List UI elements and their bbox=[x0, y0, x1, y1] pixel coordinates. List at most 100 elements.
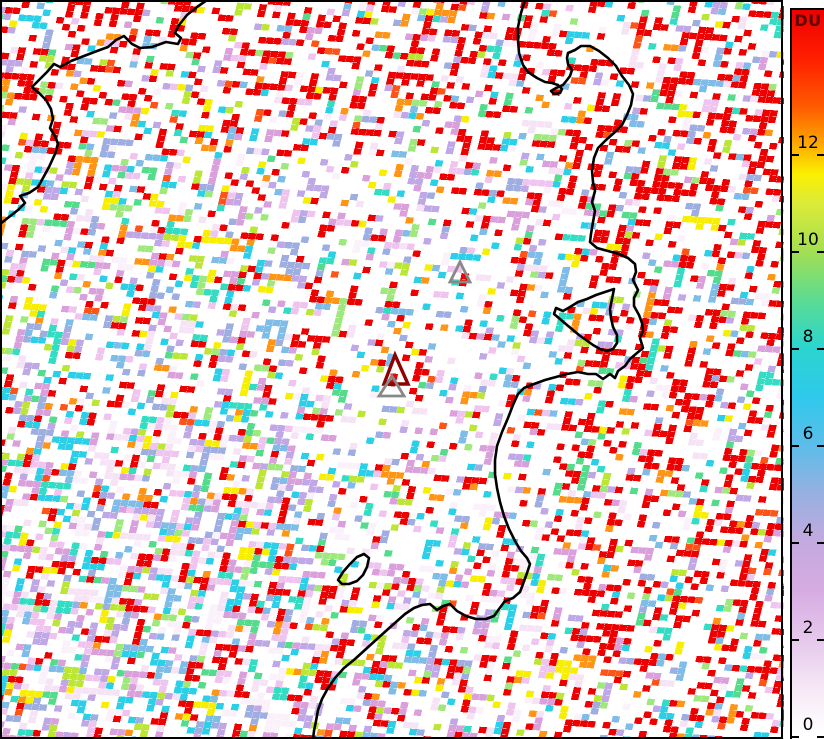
data-pixel bbox=[449, 69, 459, 76]
data-pixel bbox=[759, 24, 769, 31]
data-pixel bbox=[313, 184, 323, 192]
data-pixel bbox=[245, 429, 254, 437]
data-pixel bbox=[13, 558, 23, 565]
data-pixel bbox=[472, 37, 482, 45]
data-pixel bbox=[753, 358, 763, 365]
data-pixel bbox=[598, 26, 607, 34]
data-pixel bbox=[726, 500, 735, 508]
data-pixel bbox=[674, 90, 684, 98]
data-pixel bbox=[469, 608, 479, 615]
data-pixel bbox=[413, 368, 423, 376]
data-pixel bbox=[630, 81, 640, 88]
data-pixel bbox=[334, 658, 343, 665]
data-pixel bbox=[449, 101, 458, 109]
data-pixel bbox=[56, 259, 66, 267]
data-pixel bbox=[214, 643, 224, 651]
data-pixel bbox=[1, 636, 11, 643]
data-pixel bbox=[720, 677, 730, 684]
data-pixel bbox=[769, 667, 778, 675]
data-pixel bbox=[66, 469, 75, 477]
data-pixel bbox=[60, 213, 70, 221]
data-pixel bbox=[664, 286, 673, 294]
data-pixel bbox=[144, 153, 154, 161]
data-pixel bbox=[696, 124, 706, 132]
data-pixel bbox=[665, 712, 675, 720]
data-pixel bbox=[493, 170, 503, 178]
data-pixel bbox=[52, 121, 62, 129]
data-pixel bbox=[274, 621, 283, 629]
data-pixel bbox=[125, 355, 134, 363]
data-pixel bbox=[314, 86, 324, 94]
data-pixel bbox=[595, 255, 604, 263]
data-pixel bbox=[621, 644, 631, 652]
data-pixel bbox=[280, 71, 289, 78]
data-pixel bbox=[383, 490, 392, 498]
data-pixel bbox=[753, 82, 762, 90]
data-pixel bbox=[641, 160, 651, 168]
data-pixel bbox=[299, 85, 309, 93]
data-pixel bbox=[110, 13, 119, 21]
data-pixel bbox=[671, 595, 681, 603]
data-pixel bbox=[449, 377, 459, 385]
data-pixel bbox=[291, 334, 301, 341]
data-pixel bbox=[57, 567, 66, 575]
data-pixel bbox=[164, 227, 174, 235]
data-pixel bbox=[151, 278, 161, 286]
data-pixel bbox=[80, 661, 89, 668]
data-pixel bbox=[682, 399, 691, 407]
data-pixel bbox=[335, 651, 345, 659]
data-pixel bbox=[623, 605, 633, 612]
data-pixel bbox=[328, 93, 337, 101]
data-pixel bbox=[239, 81, 248, 89]
data-pixel bbox=[193, 235, 203, 243]
data-pixel bbox=[104, 190, 114, 198]
data-pixel bbox=[488, 65, 498, 72]
data-pixel bbox=[221, 185, 230, 192]
data-pixel bbox=[669, 575, 678, 583]
data-pixel bbox=[714, 53, 723, 61]
data-pixel bbox=[200, 577, 210, 584]
data-pixel bbox=[99, 459, 109, 466]
data-pixel bbox=[679, 130, 689, 138]
data-pixel bbox=[190, 465, 199, 472]
data-pixel bbox=[587, 6, 597, 13]
data-pixel bbox=[449, 161, 459, 168]
data-pixel bbox=[304, 590, 314, 598]
data-pixel bbox=[158, 128, 168, 136]
data-pixel bbox=[52, 337, 62, 345]
data-pixel bbox=[433, 474, 443, 482]
data-pixel bbox=[115, 394, 125, 402]
data-pixel bbox=[106, 616, 116, 624]
data-pixel bbox=[714, 113, 724, 120]
data-pixel bbox=[507, 453, 517, 461]
data-pixel bbox=[666, 680, 676, 687]
data-pixel bbox=[370, 18, 379, 25]
data-pixel bbox=[644, 364, 654, 371]
data-pixel bbox=[50, 534, 59, 542]
data-pixel bbox=[222, 395, 232, 402]
data-pixel bbox=[746, 416, 756, 424]
data-pixel bbox=[396, 65, 406, 73]
data-pixel bbox=[12, 499, 22, 506]
data-pixel bbox=[384, 84, 394, 92]
data-pixel bbox=[298, 616, 308, 624]
data-pixel bbox=[479, 103, 488, 111]
data-pixel bbox=[349, 442, 358, 450]
data-pixel bbox=[86, 510, 96, 518]
data-pixel bbox=[197, 557, 207, 565]
data-pixel bbox=[379, 228, 389, 236]
data-pixel bbox=[189, 373, 199, 380]
data-pixel bbox=[284, 425, 294, 433]
data-pixel bbox=[1, 577, 10, 584]
data-pixel bbox=[621, 395, 631, 403]
data-pixel bbox=[94, 294, 103, 302]
data-pixel bbox=[224, 355, 234, 363]
data-pixel bbox=[615, 545, 624, 553]
data-pixel bbox=[244, 370, 254, 378]
data-pixel bbox=[194, 262, 204, 269]
data-pixel bbox=[709, 538, 718, 546]
data-pixel bbox=[697, 26, 707, 34]
data-pixel bbox=[385, 78, 395, 85]
data-pixel bbox=[233, 599, 243, 606]
data-pixel bbox=[368, 149, 378, 156]
